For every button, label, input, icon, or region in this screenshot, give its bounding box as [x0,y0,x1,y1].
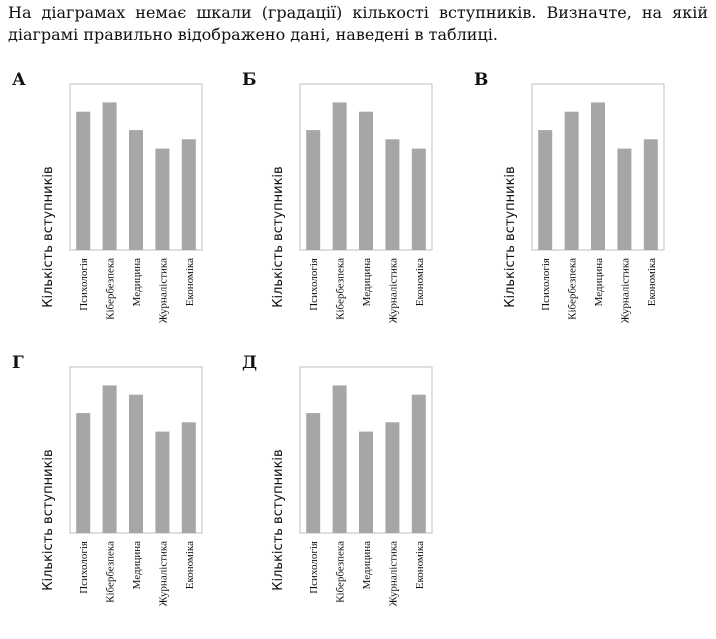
chart-label: Б [242,70,257,90]
category-label: Кібербезпека [105,541,117,603]
bar-chart: Психологія Кібербезпека Медицина Журналісти… [299,83,433,323]
bar-3 [591,102,605,251]
category-label: Журналістика [387,541,399,606]
category-label: Журналістика [387,258,399,323]
category-label: Кібербезпека [567,258,579,320]
category-label: Економіка [414,258,426,306]
chart-panel-v: В Кількість вступників Психологія Кібербе… [470,70,690,345]
category-label: Журналістика [157,541,169,606]
bar-1 [76,111,91,250]
category-label: Психологія [540,258,552,311]
chart-label: А [12,70,26,90]
chart-label: Г [12,353,24,373]
category-label: Медицина [131,258,143,307]
question-line-2: діаграмі правильно відображено дані, нав… [8,25,498,44]
chart-label: Д [242,353,258,373]
bar-5 [181,422,196,533]
category-label: Кібербезпека [335,258,347,320]
category-label: Медицина [361,541,373,590]
bar-5 [411,394,426,533]
category-label: Психологія [78,258,90,311]
category-label: Кібербезпека [105,258,117,320]
bar-3 [359,111,373,250]
question-text: На діаграмах немає шкали (градації) кіль… [8,2,708,46]
bar-1 [538,130,553,250]
category-label: Медицина [131,541,143,590]
bar-3 [359,431,373,533]
bar-5 [643,139,658,250]
bar-2 [564,111,579,250]
chart-label: В [474,70,489,90]
chart-panel-b: Б Кількість вступників Психологія Кібербе… [238,70,458,345]
category-label: Кібербезпека [335,541,347,603]
bar-2 [102,385,117,533]
bar-1 [76,413,91,533]
bar-3 [129,130,143,250]
bar-1 [306,413,321,533]
question-line-1: На діаграмах немає шкали (градації) кіль… [8,3,708,22]
bar-4 [155,148,170,250]
category-label: Журналістика [619,258,631,323]
category-label: Медицина [593,258,605,307]
category-label: Економіка [184,541,196,589]
bar-4 [617,148,632,250]
bar-2 [332,102,347,251]
category-label: Економіка [646,258,658,306]
bar-chart: Психологія Кібербезпека Медицина Журналісти… [69,83,203,323]
bar-4 [155,431,170,533]
category-label: Психологія [78,541,90,594]
bar-2 [102,102,117,251]
bar-4 [385,422,400,533]
category-label: Психологія [308,258,320,311]
bar-chart: Психологія Кібербезпека Медицина Журналісти… [531,83,665,323]
chart-panel-a: А Кількість вступників Психологія Кібербе… [8,70,228,345]
bar-3 [129,394,143,533]
bar-1 [306,130,321,250]
category-label: Економіка [184,258,196,306]
bar-chart: Психологія Кібербезпека Медицина Журналісти… [299,366,433,606]
bar-5 [411,148,426,250]
category-label: Психологія [308,541,320,594]
chart-panel-d: Д Кількість вступників Психологія Кібербе… [238,353,458,628]
bar-chart: Психологія Кібербезпека Медицина Журналісти… [69,366,203,606]
chart-panel-g: Г Кількість вступників Психологія Кібербе… [8,353,228,628]
bar-4 [385,139,400,250]
category-label: Журналістика [157,258,169,323]
category-label: Економіка [414,541,426,589]
category-label: Медицина [361,258,373,307]
bar-5 [181,139,196,250]
bar-2 [332,385,347,533]
